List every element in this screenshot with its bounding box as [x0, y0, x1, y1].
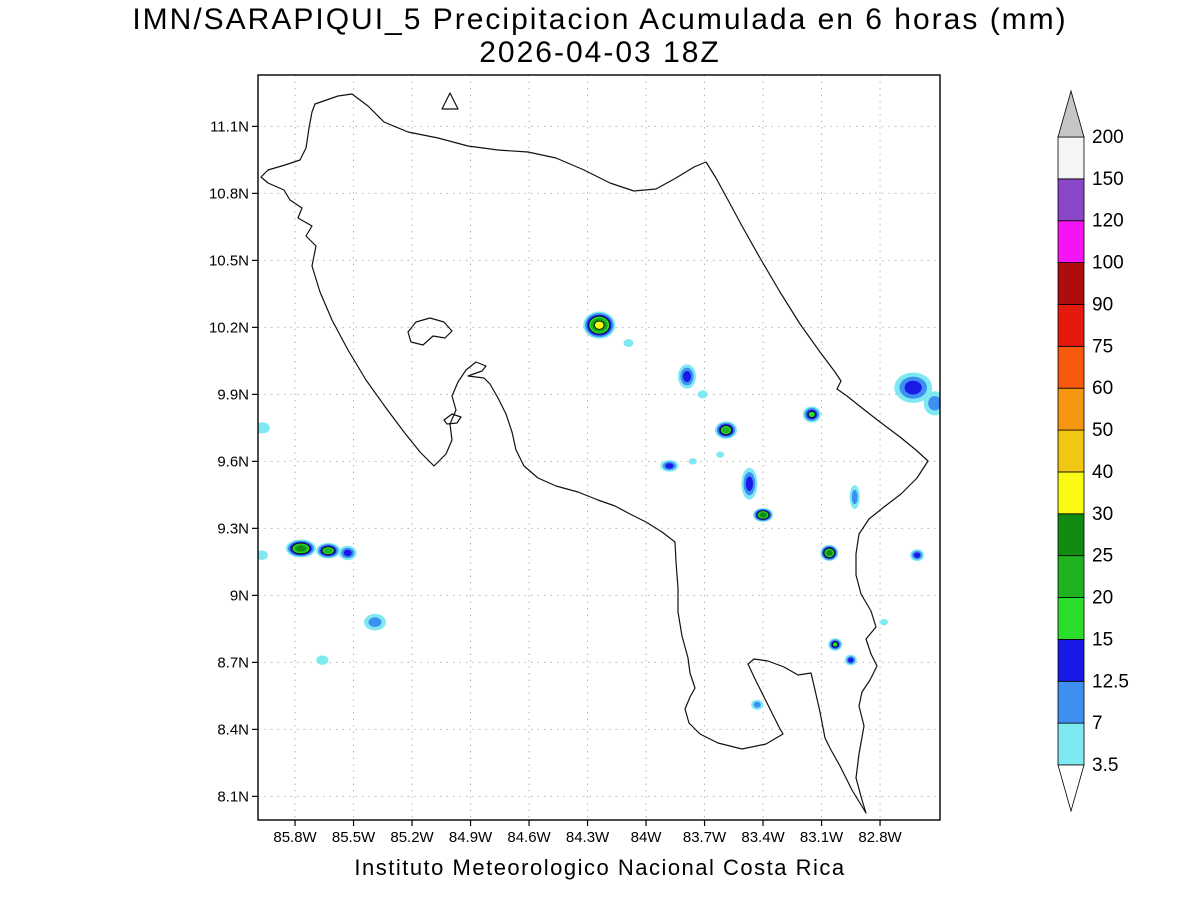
- precip-cell: [832, 641, 839, 648]
- precip-cell: [258, 550, 268, 560]
- precip-cell: [697, 390, 708, 399]
- y-tick-label: 9.3N: [217, 520, 249, 537]
- precip-cell: [807, 410, 816, 418]
- colorbar: 3.5 7 12.5 15 20 25 30 40 50 60 75 90 100 120 150 200: [1057, 89, 1129, 813]
- colorbar-label: 200: [1092, 127, 1124, 148]
- y-tick-label: 10.8N: [209, 185, 249, 202]
- colorbar-band: [1057, 262, 1085, 305]
- y-tick-label: 8.4N: [217, 721, 249, 738]
- grid-layer: [258, 75, 940, 820]
- precip-cell: [928, 396, 940, 411]
- plot-frame: [257, 74, 941, 821]
- precip-cell: [753, 701, 761, 708]
- y-tick-label: 11.1N: [210, 118, 249, 135]
- precip-cell: [688, 458, 697, 465]
- precip-cell: [904, 380, 922, 395]
- precip-cell: [879, 618, 888, 626]
- precipitation-layer: [258, 311, 940, 710]
- colorbar-label: 15: [1092, 629, 1113, 650]
- colorbar-label: 90: [1092, 294, 1113, 315]
- colorbar-band: [1057, 722, 1085, 766]
- chart-title: IMN/SARAPIQUI_5 Precipitacion Acumulada …: [132, 3, 1068, 36]
- colorbar-label: 25: [1092, 546, 1113, 567]
- colorbar-arrow-bottom: [1057, 764, 1085, 813]
- precip-cell: [296, 545, 306, 552]
- colorbar-label: 40: [1092, 462, 1113, 483]
- precip-cell: [848, 657, 854, 663]
- colorbar-band: [1057, 597, 1085, 640]
- colorbar-band: [1057, 471, 1085, 515]
- chart-subtitle: 2026-04-03 18Z: [479, 36, 721, 69]
- precip-cell: [826, 550, 833, 556]
- precip-cell: [759, 512, 767, 518]
- axis-labels: 85.8W 85.5W 85.2W 84.9W 84.6W 84.3W 84W 83.7W 83…: [209, 118, 903, 846]
- colorbar-band: [1057, 387, 1085, 431]
- precip-cell: [716, 451, 725, 458]
- colorbar-band: [1057, 513, 1085, 557]
- y-tick-label: 10.5N: [209, 252, 249, 269]
- x-tick-label: 84.6W: [507, 829, 551, 846]
- precip-cell: [913, 552, 921, 558]
- colorbar-label: 50: [1092, 420, 1113, 441]
- x-tick-label: 83.4W: [741, 829, 785, 846]
- map-frame: [257, 74, 941, 821]
- colorbar-label: 30: [1092, 504, 1113, 525]
- coastline: [441, 92, 459, 110]
- x-tick-label: 82.8W: [858, 829, 902, 846]
- y-tick-label: 8.7N: [217, 654, 249, 671]
- x-tick-label: 83.1W: [800, 829, 844, 846]
- y-tick-label: 10.2N: [209, 319, 249, 336]
- precip-cell: [368, 617, 382, 628]
- coastline: [407, 317, 453, 346]
- precip-cell: [623, 338, 634, 347]
- precip-cell: [343, 549, 352, 557]
- x-tick-label: 85.5W: [332, 829, 376, 846]
- colorbar-band: [1057, 304, 1085, 347]
- coastline: [260, 93, 929, 814]
- colorbar-band: [1057, 639, 1085, 682]
- colorbar-label: 150: [1092, 169, 1124, 190]
- colorbar-band: [1057, 345, 1085, 389]
- precip-cell: [258, 422, 270, 434]
- x-tick-label: 85.8W: [273, 829, 317, 846]
- colorbar-label: 12.5: [1092, 671, 1129, 692]
- footer-caption: Instituto Meteorologico Nacional Costa R…: [354, 855, 846, 880]
- colorbar-label: 20: [1092, 588, 1113, 609]
- colorbar-label: 75: [1092, 336, 1113, 357]
- y-tick-label: 9N: [230, 587, 249, 604]
- coastline-layer: [260, 92, 929, 814]
- y-tick-label: 9.6N: [217, 453, 249, 470]
- x-tick-label: 85.2W: [390, 829, 434, 846]
- precip-cell: [682, 370, 692, 383]
- colorbar-band: [1057, 429, 1085, 473]
- colorbar-label: 100: [1092, 253, 1124, 274]
- precip-cell: [851, 490, 858, 505]
- precip-cell: [316, 655, 329, 665]
- y-tick-label: 9.9N: [217, 386, 249, 403]
- precip-cell: [745, 476, 754, 491]
- x-tick-label: 84.3W: [566, 829, 610, 846]
- colorbar-band: [1057, 178, 1085, 222]
- colorbar-band: [1057, 220, 1085, 264]
- precip-cell: [594, 320, 605, 330]
- colorbar-arrow-top: [1057, 89, 1085, 138]
- x-tick-label: 84.9W: [449, 829, 493, 846]
- colorbar-label: 3.5: [1092, 755, 1118, 776]
- x-tick-label: 84W: [631, 829, 663, 846]
- colorbar-label: 7: [1092, 713, 1103, 734]
- colorbar-band: [1057, 680, 1085, 724]
- y-tick-label: 8.1N: [217, 788, 249, 805]
- colorbar-band: [1057, 136, 1085, 180]
- precip-cell: [324, 548, 333, 554]
- precip-cell: [722, 427, 730, 434]
- coastline: [443, 413, 462, 425]
- x-tick-label: 83.7W: [683, 829, 727, 846]
- colorbar-band: [1057, 555, 1085, 598]
- precip-cell: [665, 463, 674, 469]
- colorbar-label: 120: [1092, 211, 1124, 232]
- colorbar-label: 60: [1092, 378, 1113, 399]
